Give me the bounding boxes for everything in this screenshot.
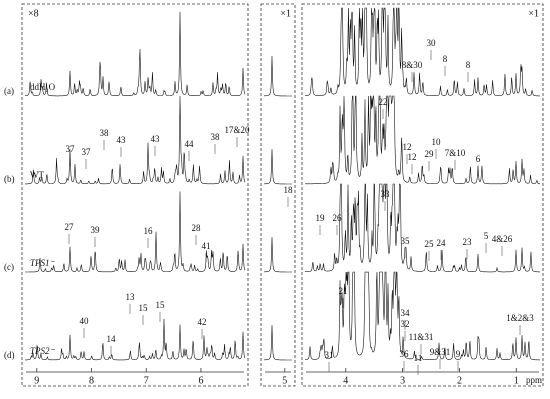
peak-label: 43 <box>151 134 161 144</box>
tick-label: 7 <box>144 375 149 386</box>
tick-label: 2 <box>457 375 462 386</box>
peak-label: 31 <box>325 350 334 360</box>
sample-label: TPS2⁻ <box>30 346 56 356</box>
peak-label: 13 <box>126 292 136 302</box>
peak-label: 5 <box>484 231 489 241</box>
peak-label: 17&20 <box>224 125 250 135</box>
peak-label: 27 <box>65 222 75 232</box>
peak-label: 39 <box>91 225 101 235</box>
peak-label: 25 <box>425 239 435 249</box>
tick-label: 5 <box>282 375 287 386</box>
peak-label: 30 <box>427 38 437 48</box>
row-label: (d) <box>4 350 15 360</box>
peak-label: 4&26 <box>492 234 513 244</box>
peak-label: 38 <box>100 128 110 138</box>
peak-label: 15 <box>139 303 149 313</box>
row-label: (c) <box>4 262 14 272</box>
peak-label: 6 <box>476 154 481 164</box>
peak-label: 23 <box>463 237 473 247</box>
peak-label: 36 <box>400 349 410 359</box>
peak-label: 9 <box>456 349 461 359</box>
peak-label: 12 <box>408 152 417 162</box>
peak-label: 38 <box>211 132 221 142</box>
peak-label: 42 <box>198 317 207 327</box>
peak-label: 41 <box>202 241 211 251</box>
sample-label: TPS1⁻ <box>30 258 56 268</box>
peak-label: 8 <box>466 60 471 70</box>
peak-label: 34 <box>401 308 411 318</box>
panel-frame <box>21 3 249 387</box>
peak-label: 24 <box>437 238 447 248</box>
peak-label: 1&2&3 <box>506 313 534 323</box>
panel-frame <box>260 3 296 387</box>
peak-label: 11&31 <box>409 332 434 342</box>
tick-label: 8 <box>89 375 94 386</box>
peak-label: 15 <box>156 300 166 310</box>
peak-label: 43 <box>117 135 127 145</box>
peak-label: 7&10 <box>445 148 466 158</box>
row-label: (a) <box>4 86 14 96</box>
tick-label: 3 <box>400 375 405 386</box>
peak-label: 29 <box>425 149 435 159</box>
scale-label: ×8 <box>28 8 39 19</box>
scale-label: ×1 <box>528 8 539 19</box>
peak-label: 16 <box>144 226 154 236</box>
peak-label: 8&30 <box>402 60 423 70</box>
panel-frame <box>301 3 544 387</box>
peak-label: 9&31 <box>430 347 451 357</box>
spectrum-trace <box>305 94 540 185</box>
peak-label: 22 <box>379 97 388 107</box>
peak-label: 18 <box>284 185 294 195</box>
spectrum-trace <box>305 271 540 361</box>
peak-label: 11 <box>414 353 423 363</box>
row-label: (b) <box>4 174 15 184</box>
spectrum-trace <box>24 11 246 97</box>
peak-label: 14 <box>107 334 117 344</box>
peak-label: 35 <box>401 236 411 246</box>
peak-label: 28 <box>192 223 202 233</box>
sample-label: WT <box>30 170 44 180</box>
peak-label: 44 <box>185 139 195 149</box>
peak-label: 21 <box>339 286 348 296</box>
peak-label: 37 <box>66 144 76 154</box>
tick-label: 4 <box>343 375 348 386</box>
tick-label: 1 <box>514 375 519 386</box>
spectrum-trace <box>263 236 292 273</box>
axis-unit: ppm <box>526 375 542 385</box>
peak-label: 33 <box>381 189 391 199</box>
spectrum-trace <box>25 191 246 273</box>
spectrum-trace <box>264 55 292 97</box>
spectrum-trace <box>263 148 292 185</box>
tick-label: 6 <box>198 375 203 386</box>
spectrum-trace <box>263 324 292 361</box>
peak-label: 32 <box>401 319 410 329</box>
peak-label: 40 <box>80 316 90 326</box>
peak-label: 26 <box>333 213 343 223</box>
spectrum-trace <box>25 318 246 361</box>
peak-label: 37 <box>82 147 92 157</box>
peak-label: 19 <box>316 213 326 223</box>
spectrum-trace <box>304 183 540 273</box>
peak-label: 10 <box>432 137 442 147</box>
scale-label: ×1 <box>280 8 291 19</box>
spectrum-trace <box>304 7 540 97</box>
spectrum-trace <box>25 95 246 185</box>
tick-label: 9 <box>34 375 39 386</box>
sample-label: ddH₂O <box>30 82 56 92</box>
peak-label: 8 <box>443 54 448 64</box>
peak-label: 12 <box>403 142 412 152</box>
